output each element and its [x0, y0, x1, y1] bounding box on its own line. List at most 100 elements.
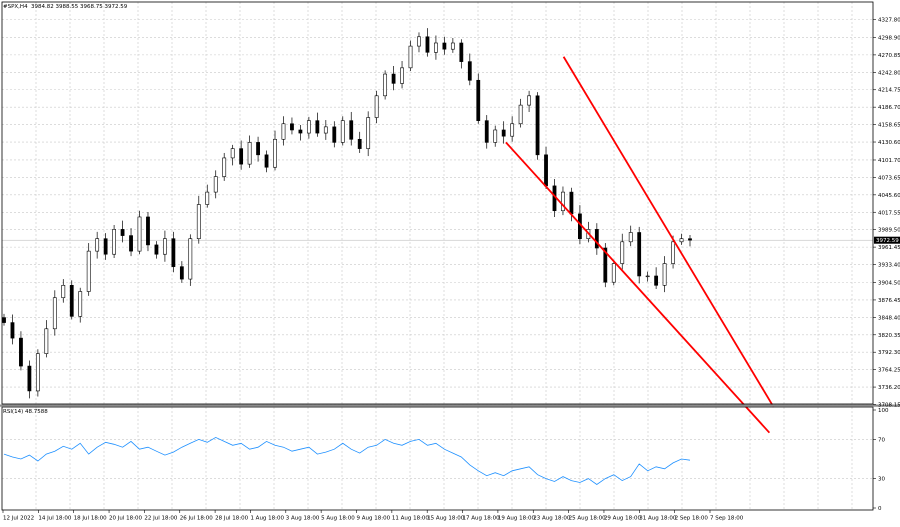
time-tick-label: 7 Sep 18:00: [710, 516, 744, 522]
candle: [112, 225, 116, 258]
candle: [484, 115, 489, 149]
candle: [247, 135, 252, 168]
candle-body-up: [679, 238, 684, 243]
time-tick-label: 5 Aug 18:00: [321, 516, 355, 522]
candle-body-up: [44, 328, 49, 354]
candle-body-up: [662, 263, 667, 286]
price-tick-label: 4186.70: [878, 105, 900, 111]
candle-body-down: [544, 154, 548, 187]
candle-body-down: [27, 365, 32, 392]
price-tick-label: 3820.35: [878, 333, 900, 339]
candle: [535, 92, 540, 160]
candle-body-up: [230, 148, 235, 159]
candle: [611, 259, 616, 286]
candle: [69, 280, 74, 320]
rsi-indicator: [3, 436, 691, 485]
time-tick-label: 1 Aug 18:00: [250, 516, 284, 522]
candle-body-down: [688, 238, 692, 241]
price-tick-label: 4045.60: [878, 193, 900, 199]
candle-body-down: [603, 247, 608, 283]
time-tick-label: 26 Jul 18:00: [180, 516, 213, 522]
candle: [137, 210, 142, 255]
candle: [44, 320, 49, 358]
chart-header-symbol: #SPX,H4: [3, 4, 28, 10]
candle: [383, 70, 388, 100]
time-tick-label: 22 Jul 18:00: [144, 516, 177, 522]
price-tick-label: 3792.30: [878, 350, 900, 356]
candle: [442, 36, 447, 55]
candle: [501, 121, 506, 144]
candle: [95, 231, 100, 259]
candle-body-up: [611, 263, 616, 283]
candle-body-up: [35, 353, 40, 392]
candle: [281, 116, 286, 146]
current-price-badge: [874, 236, 900, 244]
candle: [19, 331, 23, 371]
price-tick-label: 3736.20: [878, 385, 900, 391]
candle: [2, 313, 6, 326]
candle-body-up: [247, 142, 252, 165]
candle: [679, 233, 684, 245]
candle-body-up: [61, 285, 66, 299]
candle-body-down: [171, 238, 176, 267]
time-tick-label: 15 Aug 18:00: [427, 516, 465, 522]
candle: [163, 230, 167, 262]
candle: [349, 111, 354, 146]
candle: [620, 233, 625, 270]
candles: [2, 28, 692, 399]
candle-body-up: [450, 42, 455, 50]
time-tick-label: 29 Aug 18:00: [604, 516, 642, 522]
candle: [205, 184, 210, 208]
candle-body-down: [239, 148, 244, 165]
candle: [400, 61, 404, 89]
price-tick-label: 4298.90: [878, 35, 900, 41]
candle: [171, 231, 176, 273]
candle-body-up: [222, 157, 227, 177]
price-tick-label: 4101.70: [878, 158, 900, 164]
candle-body-up: [374, 95, 379, 118]
candle-body-up: [340, 120, 345, 143]
time-tick-label: 19 Aug 18:00: [498, 516, 536, 522]
candle: [298, 124, 303, 141]
rsi-title: RSI(14) 48.7588: [3, 409, 48, 415]
candle-body-up: [188, 238, 193, 280]
candle: [129, 228, 133, 257]
rsi-tick-label: 100: [878, 408, 889, 414]
candle-body-down: [69, 285, 74, 317]
candle-body-down: [298, 129, 303, 134]
candle-body-up: [366, 117, 371, 149]
time-tick-label: 14 Jul 18:00: [38, 516, 71, 522]
candle-body-down: [476, 79, 481, 121]
price-tick-label: 4214.75: [878, 88, 900, 94]
candle: [273, 130, 277, 171]
candle: [594, 223, 599, 255]
candle: [306, 116, 311, 139]
candle-body-down: [103, 238, 108, 255]
price-tick-label: 4158.65: [878, 123, 900, 129]
price-tick-label: 3848.40: [878, 315, 900, 321]
candle-body-down: [501, 129, 506, 137]
time-tick-label: 12 Jul 2022: [3, 516, 34, 522]
candle-body-down: [19, 337, 23, 367]
price-tick-label: 3876.45: [878, 298, 900, 304]
price-tick-label: 4130.60: [878, 140, 900, 146]
candle: [222, 152, 227, 181]
candle: [425, 28, 430, 57]
time-tick-label: 11 Aug 18:00: [392, 516, 430, 522]
candle: [27, 360, 32, 399]
candle-body-down: [315, 120, 320, 134]
rsi-tick-label: 30: [878, 477, 885, 483]
rsi-grid: [2, 407, 873, 510]
candle-body-down: [654, 275, 659, 286]
candle-body-down: [637, 232, 642, 277]
price-tick-label: 3904.50: [878, 281, 900, 287]
candle-body-down: [391, 73, 396, 84]
candle-body-up: [510, 123, 515, 137]
candle-body-up: [527, 95, 531, 106]
candle-body-up: [400, 67, 404, 84]
candle-body-down: [179, 266, 184, 280]
candle: [493, 125, 498, 147]
